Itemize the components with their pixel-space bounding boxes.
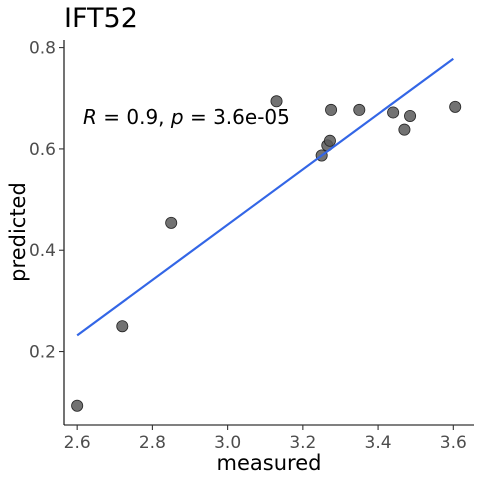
data-point — [165, 216, 178, 229]
data-point — [404, 109, 417, 122]
regression-line — [76, 57, 454, 337]
y-tick-label: 0.4 — [29, 241, 56, 261]
data-point — [116, 320, 129, 333]
data-point — [387, 106, 400, 119]
y-axis-title: predicted — [6, 182, 30, 282]
x-tick-label: 3.2 — [289, 433, 316, 453]
data-point — [323, 134, 336, 147]
data-point — [449, 100, 462, 113]
y-tick-label: 0.2 — [29, 343, 56, 363]
data-point — [270, 95, 283, 108]
r-value-text: = 0.9, — [97, 105, 171, 129]
data-point — [353, 103, 366, 116]
x-axis-title: measured — [217, 451, 322, 475]
data-points — [71, 95, 462, 412]
x-tick-label: 3.0 — [214, 433, 241, 453]
p-label: p — [170, 105, 184, 129]
p-value-text: = 3.6e-05 — [184, 105, 290, 129]
x-tick-label: 2.6 — [64, 433, 91, 453]
y-tick-label: 0.6 — [29, 140, 56, 160]
y-axis-ticks: 0.2 0.4 0.6 0.8 — [29, 39, 64, 363]
x-tick-label: 3.4 — [365, 433, 392, 453]
r-label: R — [83, 105, 97, 129]
data-point — [325, 103, 338, 116]
data-point — [71, 399, 84, 412]
correlation-annotation: R = 0.9, p = 3.6e-05 — [83, 105, 290, 129]
plot-area: 2.6 2.8 3.0 3.2 3.4 3.6 0.2 0.4 0.6 0.8 — [29, 39, 474, 453]
x-tick-label: 2.8 — [139, 433, 166, 453]
x-axis-ticks: 2.6 2.8 3.0 3.2 3.4 3.6 — [64, 425, 467, 453]
y-tick-label: 0.8 — [29, 39, 56, 59]
chart-title: IFT52 — [64, 3, 138, 34]
data-point — [398, 123, 411, 136]
x-tick-label: 3.6 — [440, 433, 467, 453]
